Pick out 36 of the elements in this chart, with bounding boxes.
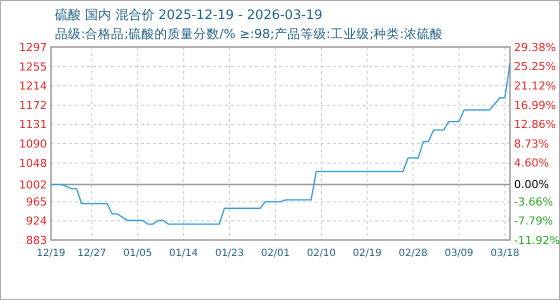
y-tick-label: 1172	[19, 99, 47, 112]
y2-tick-label: 16.99%	[514, 98, 556, 112]
x-tick-label: 02/10	[306, 248, 336, 259]
y2-tick-label: -7.79%	[514, 214, 553, 228]
y2-tick-label: 0.00%	[514, 178, 549, 192]
y2-tick-label: 8.73%	[514, 137, 549, 150]
chart-subtitle: 品级:合格品;硫酸的质量分数/% ≥:98;产品等级:工业级;种类:浓硫酸	[55, 26, 443, 41]
y2-tick-label: 12.86%	[514, 118, 556, 132]
y-tick-label: 1255	[19, 60, 47, 74]
x-tick-label: 01/14	[169, 248, 198, 259]
x-tick-label: 02/01	[260, 248, 290, 259]
y-tick-label: 883	[26, 234, 47, 247]
x-tick-label: 03/09	[444, 248, 474, 259]
y2-tick-label: -3.66%	[514, 195, 553, 208]
x-tick-label: 01/05	[123, 248, 152, 259]
y-tick-label: 965	[26, 196, 47, 209]
y2-tick-label: 21.12%	[514, 79, 556, 92]
y-tick-label: 1214	[19, 80, 47, 93]
y-tick-label: 1002	[19, 178, 47, 192]
y2-tick-label: -11.92%	[514, 234, 560, 247]
x-tick-label: 12/19	[36, 248, 66, 259]
x-tick-label: 02/28	[398, 248, 428, 259]
x-tick-label: 12/27	[77, 248, 106, 259]
x-tick-label: 01/23	[215, 248, 244, 259]
x-tick-label: 03/18	[490, 248, 520, 259]
y-tick-label: 1131	[19, 118, 47, 132]
line-series	[50, 62, 511, 225]
y-tick-label: 924	[26, 214, 47, 228]
y-tick-label: 1090	[19, 137, 47, 150]
y2-tick-label: 4.60%	[514, 156, 549, 170]
x-tick-label: 02/19	[352, 248, 382, 259]
y-tick-label: 1297	[19, 40, 47, 54]
y-tick-label: 1048	[19, 156, 47, 170]
y2-tick-label: 25.25%	[514, 60, 556, 74]
y2-tick-label: 29.38%	[514, 40, 556, 54]
chart-title: 硫酸 国内 混合价 2025-12-19 - 2026-03-19	[55, 8, 322, 23]
